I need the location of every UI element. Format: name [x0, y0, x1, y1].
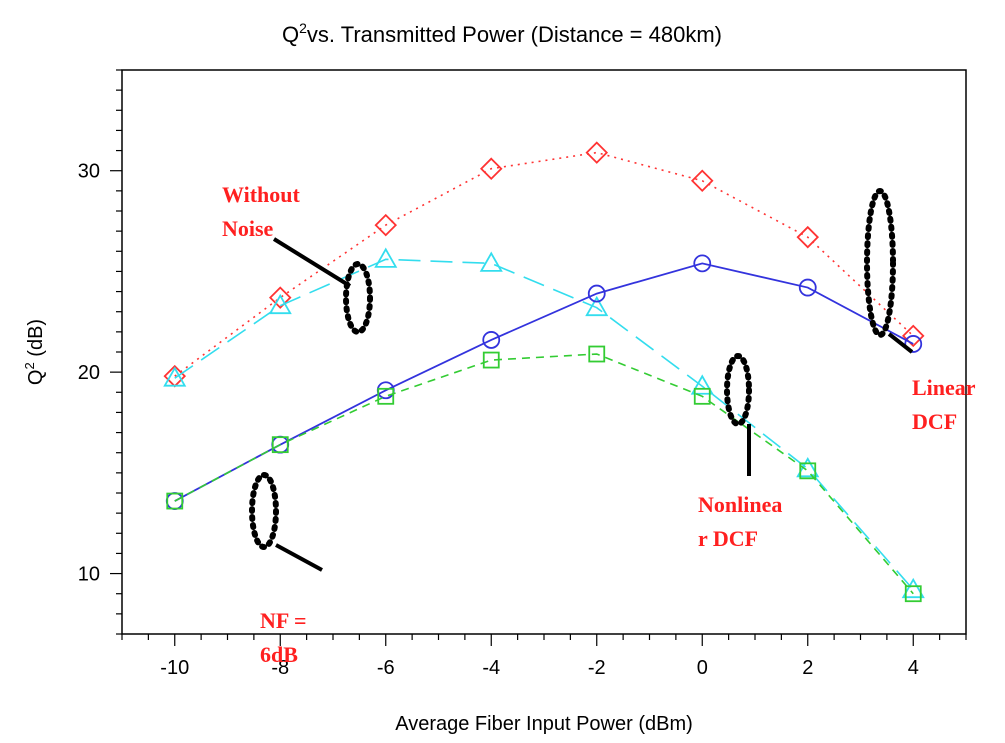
x-axis-label: Average Fiber Input Power (dBm): [395, 713, 693, 735]
annotation-nonlinear-dcf-line-2: r DCF: [698, 526, 758, 551]
data-point: [901, 577, 925, 599]
plot-frame: [121, 69, 967, 635]
series-layer: [163, 141, 925, 603]
data-point: [693, 387, 711, 405]
y-tick-label: 20: [78, 362, 100, 384]
series-line: [174, 258, 914, 591]
callout-ellipse-linear-dcf: [864, 188, 896, 338]
chart-title-q: Q: [282, 22, 299, 47]
data-point: [904, 585, 922, 603]
y-tick-label: 10: [78, 564, 100, 586]
annotation-linear-dcf: Linear DCF: [912, 375, 981, 434]
callout-leader-linear-dcf: [887, 332, 914, 354]
data-point: [798, 278, 817, 297]
data-point: [690, 169, 714, 193]
series-line: [174, 151, 914, 377]
annotation-linear-dcf-line-2: DCF: [912, 409, 957, 434]
callout-ellipse-nf: [249, 472, 279, 550]
axis-tick-labels: -10 -8 -6 -4 -2 0 2 4 10 20 30: [78, 161, 919, 679]
y-axis-label: Q2 (dB): [22, 319, 47, 385]
annotation-nf: NF = 6dB: [260, 608, 312, 667]
chart-title: Q2vs. Transmitted Power (Distance = 480k…: [282, 20, 722, 47]
series-triangle: [163, 247, 925, 599]
x-tick-label: -10: [160, 657, 189, 679]
data-point: [585, 295, 609, 317]
x-tick-label: -6: [377, 657, 395, 679]
callouts: [249, 188, 914, 572]
annotation-nf-line-1: NF =: [260, 608, 307, 633]
annotation-nonlinear-dcf: Nonlinea r DCF: [698, 492, 788, 551]
data-point: [587, 284, 606, 303]
series-line: [174, 262, 914, 502]
series-circle: [165, 254, 923, 510]
axis-ticks: [110, 69, 967, 646]
annotation-without-noise-line-1: Without: [222, 182, 301, 207]
y-tick-label: 30: [78, 161, 100, 183]
annotation-nonlinear-dcf-line-1: Nonlinea: [698, 492, 782, 517]
x-tick-label: -4: [482, 657, 500, 679]
data-point: [166, 492, 184, 510]
data-point: [479, 157, 503, 180]
chart-title-sup: 2: [299, 20, 307, 36]
data-point: [693, 254, 712, 273]
callout-leader-nf: [275, 543, 323, 572]
data-point: [268, 293, 292, 315]
x-tick-label: -8: [271, 657, 289, 679]
data-point: [585, 141, 609, 164]
annotation-linear-dcf-line-1: Linear: [912, 375, 976, 400]
data-point: [482, 331, 501, 349]
x-tick-label: 2: [802, 657, 813, 679]
data-point: [163, 366, 187, 387]
annotation-without-noise: Without Noise: [222, 182, 305, 241]
annotation-without-noise-line-2: Noise: [222, 216, 274, 241]
series-diamond: [163, 141, 925, 388]
series-square: [166, 345, 922, 603]
data-point: [904, 335, 923, 353]
data-point: [482, 351, 500, 369]
x-tick-label: -2: [588, 657, 606, 679]
y-axis-label-q: Q: [25, 370, 47, 386]
data-point: [377, 387, 395, 405]
callout-leader-without-noise: [272, 237, 352, 288]
y-axis-label-rest: (dB): [25, 319, 47, 362]
data-point: [901, 324, 925, 348]
series-line: [174, 353, 914, 595]
data-point: [268, 286, 292, 309]
data-point: [799, 462, 817, 480]
data-point: [690, 374, 714, 395]
data-point: [588, 345, 606, 363]
callout-ellipse-nonlinear-dcf: [724, 353, 752, 427]
data-point: [374, 247, 398, 268]
data-point: [271, 436, 289, 454]
data-point: [374, 213, 398, 237]
callout-ellipse-without-noise: [343, 261, 373, 335]
data-point: [796, 225, 820, 249]
x-tick-label: 0: [697, 657, 708, 679]
data-point: [479, 251, 503, 272]
chart-title-text: vs. Transmitted Power (Distance = 480km): [307, 22, 722, 47]
annotation-nf-line-2: 6dB: [260, 642, 298, 667]
y-axis-label-sup: 2: [22, 362, 37, 369]
annotations: Without Noise Linear DCF Nonlinea r DCF …: [222, 182, 981, 667]
x-tick-label: 4: [908, 657, 919, 679]
